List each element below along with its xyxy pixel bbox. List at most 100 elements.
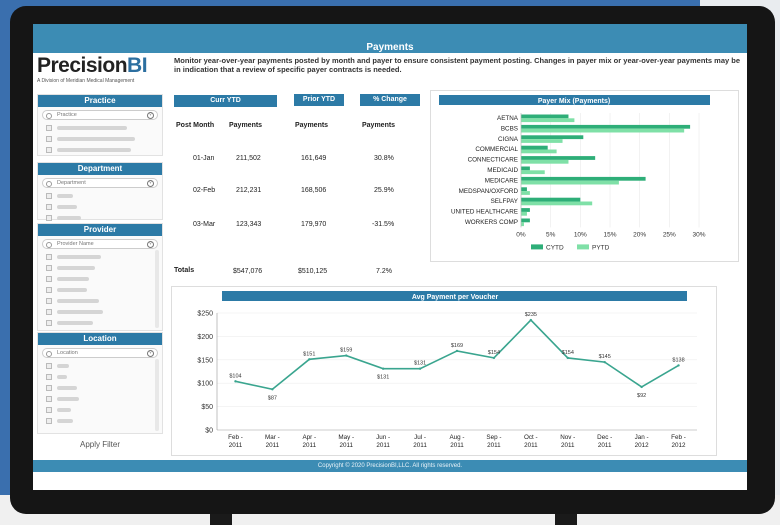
legend-label: PYTD [592,244,610,251]
filter-department: Department Department ˅ [37,162,163,222]
filter-option[interactable] [46,307,158,316]
data-point [640,385,643,389]
practice-select[interactable]: Practice ˅ [42,110,158,120]
bar-pytd [521,191,530,195]
kpi-prior: 168,506 [301,187,327,194]
bar-cytd [521,166,530,171]
filter-option[interactable] [46,383,158,392]
chart-title-bar [222,291,687,301]
monitor-stand [210,511,232,525]
category-label: CONNECTICARE [468,157,518,164]
checkbox[interactable] [46,297,52,304]
x-tick-label: Feb -2012 [671,434,686,449]
chevron-down-icon: ˅ [147,241,154,248]
filter-option[interactable] [46,145,158,154]
dashboard-screen: Payments PrecisionBI A Division of Merid… [33,24,747,490]
data-point [234,380,237,383]
checkbox[interactable] [46,146,52,153]
filter-option[interactable] [46,202,158,211]
filter-option[interactable] [46,252,158,261]
checkbox[interactable] [46,406,52,413]
brand-logo: PrecisionBI A Division of Meridian Medic… [37,55,167,93]
checkbox[interactable] [46,384,52,391]
y-tick-label: $50 [201,404,213,411]
checkbox[interactable] [46,192,52,199]
x-tick-label: Feb -2011 [228,434,243,449]
data-point [381,367,385,370]
checkbox[interactable] [46,373,52,380]
bar-cytd [521,135,584,140]
bar-pytd [521,222,524,227]
filter-option[interactable] [46,134,158,143]
data-point [345,354,348,357]
checkbox[interactable] [46,264,52,271]
checkbox[interactable] [46,275,52,282]
x-tick-label: 20% [633,231,646,238]
legend-swatch [531,244,543,250]
data-point [418,367,422,370]
filter-option[interactable] [46,285,158,294]
data-point [566,356,569,360]
data-label: $154 [562,350,574,356]
filter-option[interactable] [46,416,158,425]
data-point [271,388,274,391]
bar-cytd [521,218,530,223]
filter-option[interactable] [46,274,158,283]
checkbox[interactable] [46,362,52,369]
filter-option[interactable] [46,405,158,414]
bar-cytd [521,114,569,119]
filter-title: Practice [38,95,162,107]
filter-option[interactable] [46,361,158,370]
provider-select[interactable]: Provider Name ˅ [42,239,158,249]
chevron-down-icon: ˅ [147,180,154,187]
x-tick-label: Jan -2012 [635,434,650,449]
data-label: $145 [599,354,611,360]
filter-option[interactable] [46,318,158,327]
checkbox[interactable] [46,308,52,315]
filter-option[interactable] [46,191,158,200]
totals-curr: $547,076 [233,268,263,275]
category-label: UNITED HEALTHCARE [451,209,518,216]
payer-mix-chart: Payer Mix (Payments) 0% 5% 10% 15% 20% 25% 30% A… [439,95,710,251]
checkbox[interactable] [46,319,52,326]
data-point [492,356,496,360]
col-change-payments: Payments [362,122,396,129]
checkbox[interactable] [46,124,52,131]
filter-option[interactable] [46,123,158,132]
checkbox[interactable] [46,135,52,142]
data-point [308,358,311,361]
radio-icon [46,241,52,248]
filter-option[interactable] [46,213,158,222]
kpi-month: 02-Feb [193,187,216,194]
data-label: $87 [268,395,277,401]
avg-payment-chart: Avg Payment per Voucher $0 $50 $100 $150 $200… [197,291,697,449]
bar-pytd [521,211,527,216]
scrollbar[interactable] [155,250,159,328]
filter-option[interactable] [46,394,158,403]
checkbox[interactable] [46,417,52,424]
apply-filter-button[interactable]: Apply Filter [79,440,120,449]
data-point [603,360,606,364]
pct-change-header: % Change [360,94,420,106]
bar-pytd [521,139,563,143]
checkbox[interactable] [46,286,52,293]
x-tick-label: Jun -2011 [376,434,390,449]
checkbox[interactable] [46,253,52,260]
scrollbar[interactable] [155,359,159,431]
checkbox[interactable] [46,395,52,402]
filter-option[interactable] [46,372,158,381]
payer-mix-panel: Payer Mix (Payments) 0% 5% 10% 15% 20% 25% 30% A… [430,90,739,262]
avg-payment-panel: Avg Payment per Voucher $0 $50 $100 $150 $200… [171,286,717,456]
bar-cytd [521,176,646,181]
category-label: AETNA [497,115,519,122]
location-select[interactable]: Location ˅ [42,348,158,358]
filter-provider: Provider Provider Name ˅ [37,223,163,331]
col-prior-payments: Payments [295,122,329,129]
filter-option[interactable] [46,296,158,305]
filter-option[interactable] [46,263,158,272]
department-select[interactable]: Department ˅ [42,178,158,188]
data-point [455,349,459,353]
checkbox[interactable] [46,214,52,221]
checkbox[interactable] [46,203,52,210]
bar-pytd [521,170,545,175]
